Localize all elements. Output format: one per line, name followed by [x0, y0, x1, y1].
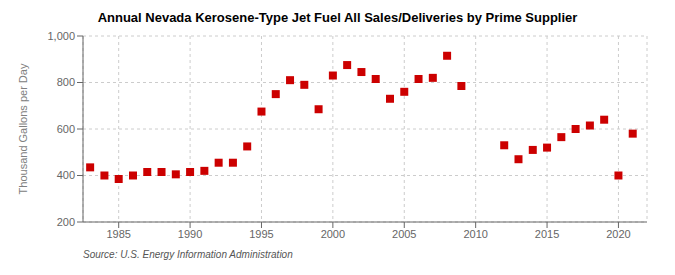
svg-text:1985: 1985 [106, 228, 130, 240]
svg-text:2000: 2000 [321, 228, 345, 240]
svg-text:200: 200 [57, 216, 75, 228]
html-text:Annual Nevada Kerosene-Type Je: Annual Nevada Kerosene-Type Jet Fuel All… [97, 10, 578, 25]
html-text:Source: U.S. Energy Informatio: Source: U.S. Energy Information Administ… [83, 249, 293, 260]
svg-text:Thousand Gallons per Day: Thousand Gallons per Day [17, 63, 29, 194]
svg-text:2015: 2015 [535, 228, 559, 240]
svg-text:600: 600 [57, 123, 75, 135]
svg-text:1,000: 1,000 [47, 30, 75, 42]
svg-text:1990: 1990 [178, 228, 202, 240]
svg-text:1995: 1995 [249, 228, 273, 240]
svg-text:400: 400 [57, 169, 75, 181]
svg-text:2005: 2005 [392, 228, 416, 240]
svg-text:2020: 2020 [606, 228, 630, 240]
svg-text:800: 800 [57, 76, 75, 88]
svg-text:2010: 2010 [463, 228, 487, 240]
